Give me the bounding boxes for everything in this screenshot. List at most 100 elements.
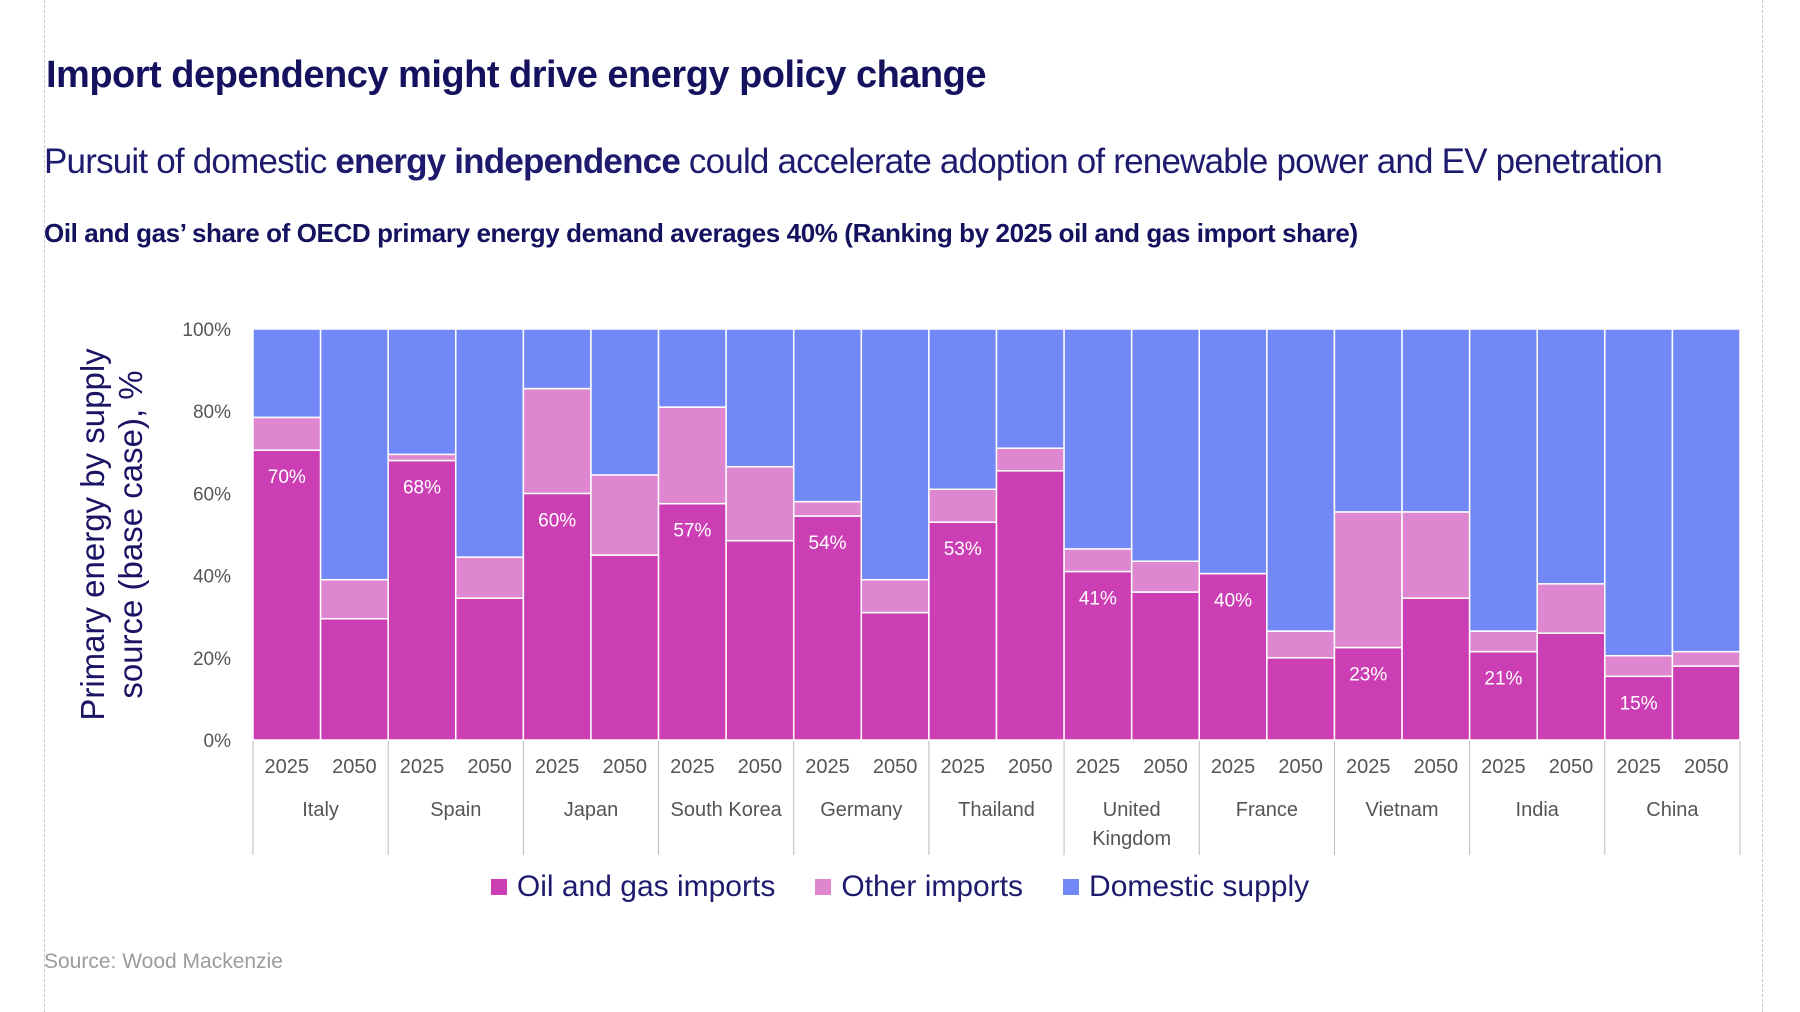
year-tick-label: 2025 <box>1346 756 1391 778</box>
bar-segment-other-imports <box>1063 548 1133 573</box>
bar-segment-domestic-supply <box>1401 328 1471 513</box>
bar-segment-other-imports <box>1401 511 1471 599</box>
y-tick-label: 60% <box>193 484 231 505</box>
data-label: 40% <box>1214 591 1252 612</box>
bar-segment-domestic-supply <box>1198 328 1268 575</box>
year-tick-label: 2025 <box>1616 756 1661 778</box>
year-tick-label: 2025 <box>1481 756 1526 778</box>
year-tick-label: 2050 <box>1143 756 1188 778</box>
bar-segment-domestic-supply <box>1468 328 1538 632</box>
data-label: 68% <box>403 478 441 499</box>
bar-segment-oil-gas-imports <box>995 470 1065 741</box>
bar-segment-domestic-supply <box>1063 328 1133 550</box>
year-tick-label: 2050 <box>873 756 918 778</box>
year-tick-label: 2025 <box>400 756 445 778</box>
category-label: Italy <box>302 799 339 821</box>
bar-segment-other-imports <box>860 578 930 614</box>
legend-swatch-other-imports <box>815 879 832 895</box>
page-title: Import dependency might drive energy pol… <box>46 54 987 96</box>
year-tick-label: 2050 <box>1278 756 1323 778</box>
bar-segment-other-imports <box>455 556 525 599</box>
data-label: 53% <box>944 539 982 560</box>
category-label: Vietnam <box>1366 799 1439 821</box>
bar-segment-other-imports <box>1130 560 1201 593</box>
y-axis-title: Primary energy by supplysource (base cas… <box>74 348 149 721</box>
bar-segment-other-imports <box>387 453 457 462</box>
bar-segment-other-imports <box>1333 511 1403 649</box>
bar-segment-oil-gas-imports <box>1266 657 1336 741</box>
y-tick-label: 100% <box>182 320 231 341</box>
bar-segment-oil-gas-imports <box>319 618 389 741</box>
legend-label-oil-gas-imports: Oil and gas imports <box>516 870 776 903</box>
left-guide-line <box>44 0 45 1012</box>
legend-label-other-imports: Other imports <box>841 870 1024 903</box>
bar-segment-oil-gas-imports <box>1333 646 1403 741</box>
bar-segment-oil-gas-imports <box>792 515 863 741</box>
bar-segment-oil-gas-imports <box>860 611 930 741</box>
data-label: 57% <box>673 521 711 542</box>
bar-segment-domestic-supply <box>1671 328 1741 653</box>
category-label: Spain <box>430 799 481 821</box>
bar-segment-other-imports <box>1468 630 1538 653</box>
bar-segment-oil-gas-imports <box>252 449 322 741</box>
category-label: France <box>1236 799 1298 821</box>
bar-segment-other-imports <box>792 500 863 517</box>
bar-segment-domestic-supply <box>1266 328 1336 632</box>
year-tick-label: 2050 <box>1414 756 1459 778</box>
bar-segment-other-imports <box>1536 583 1606 634</box>
bar-segment-other-imports <box>252 416 322 451</box>
bar-segment-domestic-supply <box>387 328 457 456</box>
bar-segment-oil-gas-imports <box>590 554 660 741</box>
data-label: 15% <box>1620 693 1658 714</box>
legend-swatch-oil-gas-imports <box>490 879 507 895</box>
year-tick-label: 2025 <box>1076 756 1121 778</box>
bar-segment-other-imports <box>995 447 1065 472</box>
bar-segment-oil-gas-imports <box>1671 665 1741 741</box>
y-axis-title-line: source (base case), % <box>112 370 149 698</box>
bar-segment-domestic-supply <box>1130 328 1201 562</box>
bar-segment-domestic-supply <box>522 328 592 390</box>
data-label: 54% <box>809 533 847 554</box>
bar-segment-oil-gas-imports <box>1063 570 1133 741</box>
bar-segment-other-imports <box>522 387 592 495</box>
category-label: Japan <box>564 799 619 821</box>
bar-segment-other-imports <box>657 406 727 505</box>
chart-legend: Oil and gas imports Other imports Domest… <box>0 870 1800 904</box>
year-tick-label: 2025 <box>265 756 310 778</box>
bar-segment-domestic-supply <box>455 328 525 558</box>
bar-segment-domestic-supply <box>860 328 930 581</box>
bar-segment-domestic-supply <box>657 328 727 408</box>
bar-segment-domestic-supply <box>319 328 389 581</box>
bar-segment-oil-gas-imports <box>1468 650 1538 741</box>
bar-segment-oil-gas-imports <box>725 539 795 741</box>
bar-segment-domestic-supply <box>792 328 863 503</box>
bar-segment-domestic-supply <box>590 328 660 476</box>
category-label: Thailand <box>958 799 1035 821</box>
bar-segment-domestic-supply <box>1536 328 1606 585</box>
bar-segment-domestic-supply <box>252 328 322 419</box>
data-label: 21% <box>1484 669 1522 690</box>
subtitle-prefix: Pursuit of domestic <box>44 142 336 181</box>
year-tick-label: 2025 <box>940 756 985 778</box>
y-tick-label: 20% <box>193 649 231 670</box>
year-tick-label: 2050 <box>467 756 512 778</box>
bar-segment-domestic-supply <box>1333 328 1403 513</box>
year-tick-label: 2025 <box>670 756 715 778</box>
source-note: Source: Wood Mackenzie <box>44 950 283 973</box>
y-axis-title-line: Primary energy by supply <box>74 348 111 721</box>
bar-segment-other-imports <box>928 488 998 523</box>
bar-segment-domestic-supply <box>995 328 1065 449</box>
category-label: South Korea <box>671 799 783 821</box>
bar-segment-oil-gas-imports <box>387 459 457 741</box>
category-label: India <box>1516 799 1560 821</box>
legend-item-oil-gas-imports: Oil and gas imports <box>490 870 776 904</box>
bar-segment-other-imports <box>1671 650 1741 667</box>
bar-segment-oil-gas-imports <box>522 492 592 741</box>
bar-segment-oil-gas-imports <box>657 502 727 741</box>
chart-heading: Oil and gas’ share of OECD primary energ… <box>44 218 1358 248</box>
legend-item-other-imports: Other imports <box>815 870 1023 904</box>
bar-segment-oil-gas-imports <box>928 521 998 741</box>
subtitle-suffix: could accelerate adoption of renewable p… <box>680 142 1663 181</box>
data-label: 23% <box>1349 665 1387 686</box>
